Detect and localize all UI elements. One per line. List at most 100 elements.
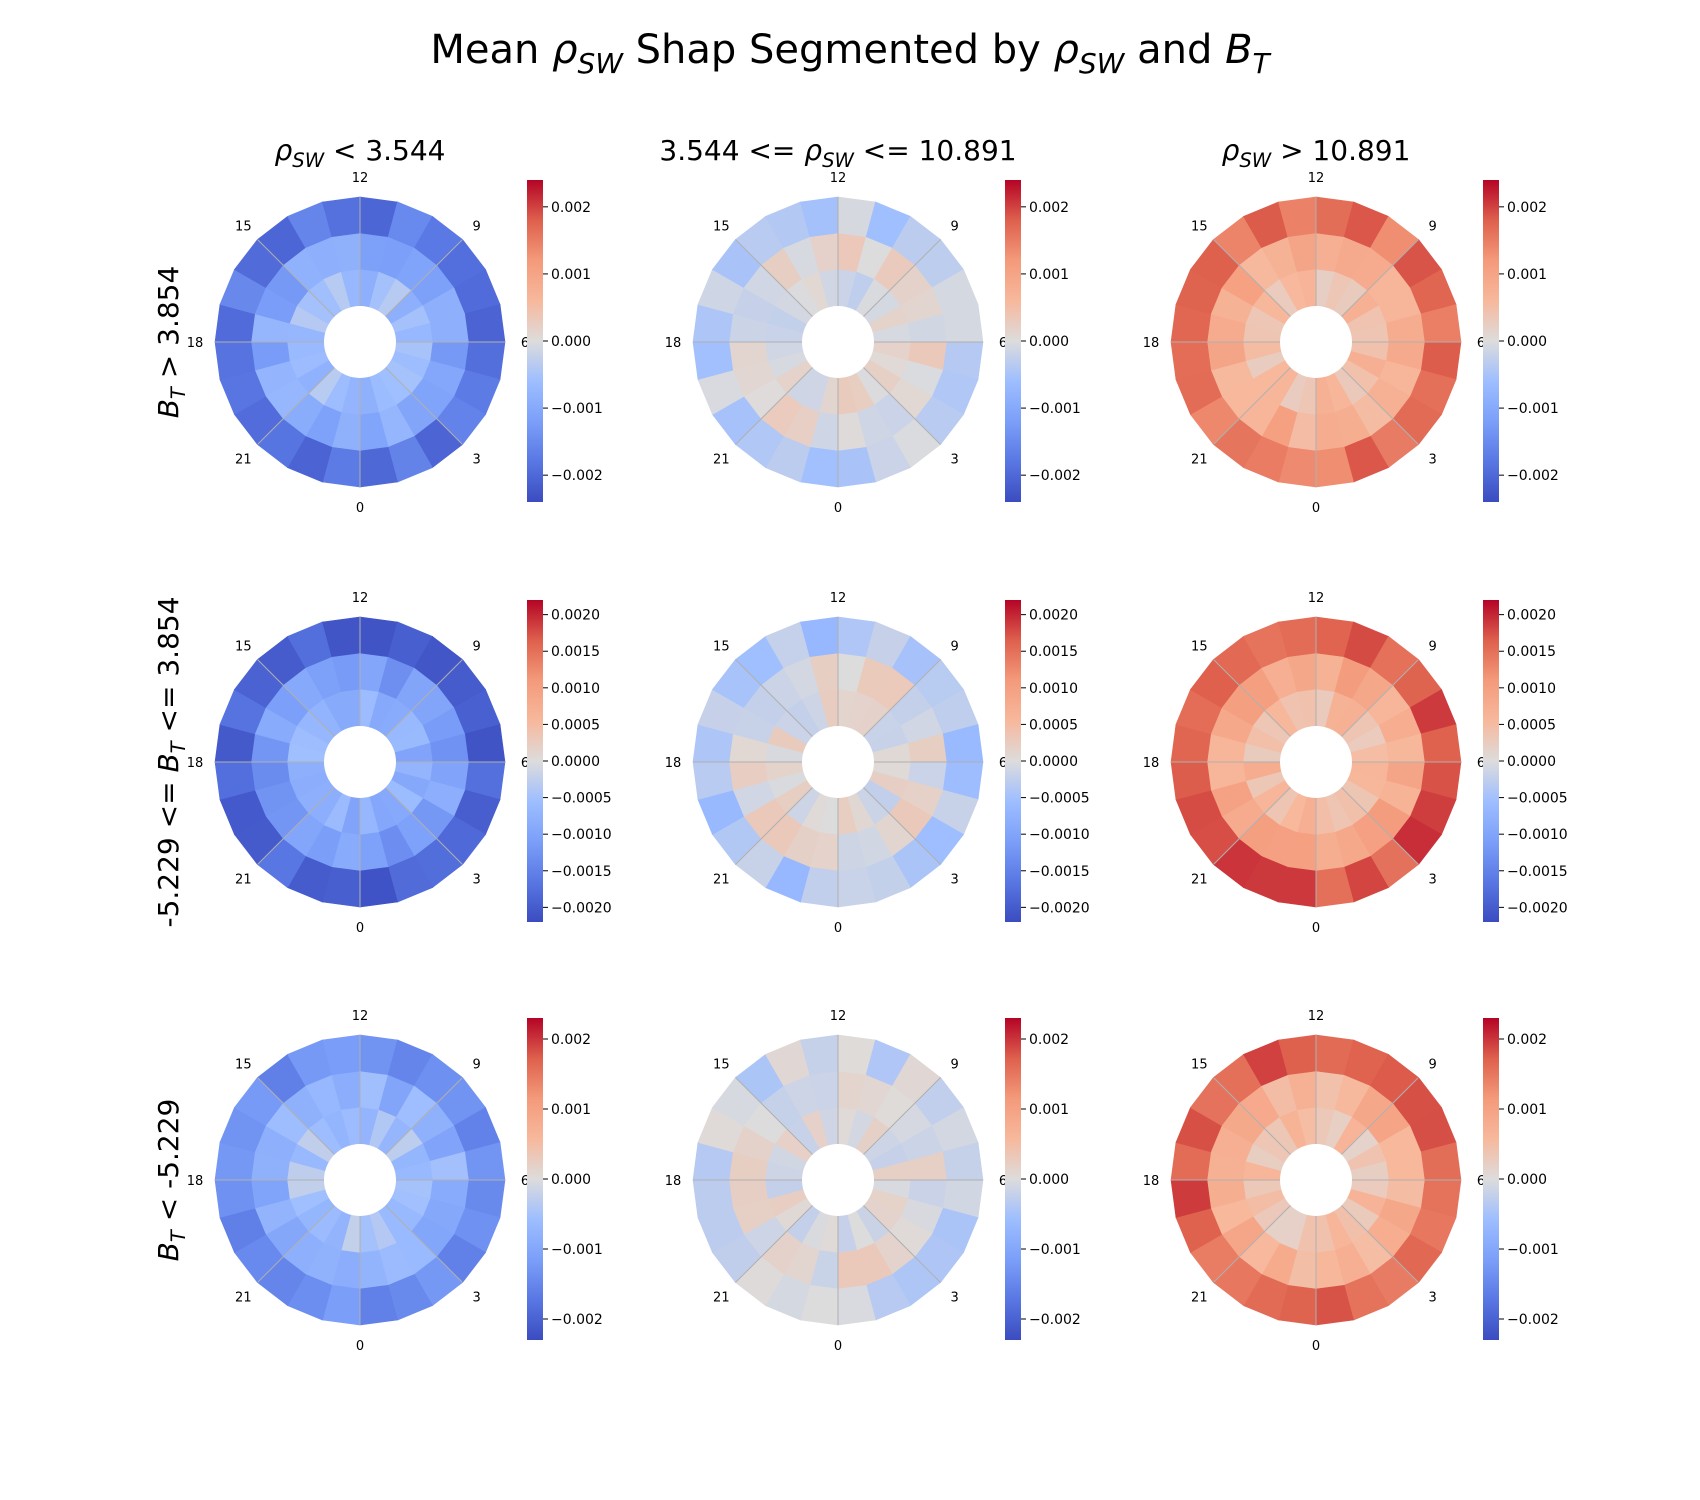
mlt-label: 18 xyxy=(1143,1174,1160,1189)
colorbar-gradient xyxy=(1483,600,1499,922)
panels: 1296302118150.0020.0010.000−0.001−0.0021… xyxy=(187,171,1568,1354)
mlt-label: 3 xyxy=(473,1291,481,1306)
colorbar-tick-label: −0.001 xyxy=(551,1242,603,1258)
mlt-label: 9 xyxy=(1429,219,1437,234)
mlt-label: 6 xyxy=(521,756,529,771)
figure-title: Mean ρSW Shap Segmented by ρSW and BT xyxy=(430,27,1271,80)
mlt-label: 12 xyxy=(1308,591,1325,606)
mlt-label: 18 xyxy=(665,756,682,771)
mlt-label: 15 xyxy=(1191,639,1208,654)
mlt-label: 3 xyxy=(1429,1291,1437,1306)
mlt-label: 21 xyxy=(713,453,730,468)
colorbar-tick-label: 0.0015 xyxy=(551,644,600,660)
colorbar-tick-label: 0.002 xyxy=(551,1032,591,1048)
mlt-label: 9 xyxy=(473,219,481,234)
mlt-label: 3 xyxy=(951,873,959,888)
colorbar-tick-label: 0.001 xyxy=(551,1102,591,1118)
mlt-label: 12 xyxy=(830,1009,847,1024)
panel-r3-c1: 12 9 6 3 0 21 18 15 0.002 0.001 0.000 −0.001 −0.002 xyxy=(187,1009,603,1354)
panel-r1-c1: 12 9 6 3 0 21 18 15 0.002 0.001 0.000 −0.001 −0.002 xyxy=(187,171,603,516)
colorbar-tick-label: 0.0010 xyxy=(1029,681,1078,697)
colorbar-tick-label: −0.0010 xyxy=(551,827,612,843)
colorbar-tick-label: 0.0020 xyxy=(1507,608,1556,624)
mlt-label: 9 xyxy=(473,1057,481,1072)
mlt-label: 21 xyxy=(235,1291,252,1306)
colorbar-tick-label: 0.000 xyxy=(1029,1172,1069,1188)
mlt-label: 9 xyxy=(951,219,959,234)
row-label-1: BT > 3.854 xyxy=(152,266,190,419)
colorbar-gradient xyxy=(1483,180,1499,502)
colorbar-tick-label: 0.0010 xyxy=(551,681,600,697)
mlt-label: 6 xyxy=(1477,756,1485,771)
mlt-label: 12 xyxy=(1308,1009,1325,1024)
mlt-label: 15 xyxy=(713,219,730,234)
mlt-label: 3 xyxy=(1429,453,1437,468)
mlt-label: 3 xyxy=(473,453,481,468)
mlt-label: 0 xyxy=(1312,921,1320,936)
mlt-label: 21 xyxy=(1191,1291,1208,1306)
colorbar-tick-label: 0.0020 xyxy=(1029,608,1078,624)
colorbar-tick-label: 0.000 xyxy=(1029,334,1069,350)
colorbar-tick-label: −0.002 xyxy=(551,468,603,484)
colorbar-tick-label: −0.001 xyxy=(1507,401,1559,417)
panel-r3-c2: 12 9 6 3 0 21 18 15 0.002 0.001 0.000 −0.001 −0.002 xyxy=(665,1009,1081,1354)
mlt-label: 18 xyxy=(665,1174,682,1189)
colorbar: 0.002 0.001 0.000 −0.001 −0.002 xyxy=(1483,1018,1559,1340)
mlt-label: 6 xyxy=(1477,1174,1485,1189)
mlt-label: 15 xyxy=(235,639,252,654)
center-hole xyxy=(1280,726,1352,798)
center-hole xyxy=(1280,1144,1352,1216)
row-label-3: BT < -5.229 xyxy=(152,1099,190,1262)
mlt-label: 0 xyxy=(1312,501,1320,516)
colorbar-tick-label: 0.002 xyxy=(1029,1032,1069,1048)
colorbar-tick-label: 0.0020 xyxy=(551,608,600,624)
colorbar-gradient xyxy=(527,180,543,502)
mlt-label: 15 xyxy=(1191,219,1208,234)
colorbar-tick-label: 0.000 xyxy=(1507,334,1547,350)
colorbar-tick-label: −0.001 xyxy=(1029,401,1081,417)
mlt-label: 0 xyxy=(1312,1339,1320,1354)
colorbar-tick-label: −0.0005 xyxy=(1029,791,1090,807)
panel-r3-c3: 12 9 6 3 0 21 18 15 0.002 0.001 0.000 −0.001 −0.002 xyxy=(1143,1009,1559,1354)
colorbar-tick-label: −0.0015 xyxy=(1029,864,1090,880)
colorbar: 0.002 0.001 0.000 −0.001 −0.002 xyxy=(527,1018,603,1340)
colorbar-tick-label: 0.0005 xyxy=(551,717,600,733)
column-title-1: ρSW < 3.544 xyxy=(274,134,445,172)
mlt-label: 15 xyxy=(235,1057,252,1072)
colorbar-tick-label: −0.0010 xyxy=(1029,827,1090,843)
colorbar-gradient xyxy=(1483,1018,1499,1340)
colorbar-gradient xyxy=(527,600,543,922)
colorbar: 0.0020 0.0015 0.0010 0.0005 0.0000 −0.0005 −0.… xyxy=(1005,600,1090,922)
mlt-label: 12 xyxy=(352,591,369,606)
colorbar-tick-label: −0.0010 xyxy=(1507,827,1568,843)
colorbar-tick-label: −0.002 xyxy=(1507,468,1559,484)
colorbar-tick-label: −0.0005 xyxy=(551,791,612,807)
mlt-label: 9 xyxy=(951,639,959,654)
mlt-label: 12 xyxy=(830,591,847,606)
colorbar-gradient xyxy=(1005,1018,1021,1340)
colorbar-tick-label: −0.0005 xyxy=(1507,791,1568,807)
center-hole xyxy=(324,306,396,378)
mlt-label: 12 xyxy=(1308,171,1325,186)
mlt-label: 3 xyxy=(1429,873,1437,888)
colorbar-tick-label: 0.002 xyxy=(551,200,591,216)
colorbar-tick-label: 0.0000 xyxy=(551,754,600,770)
mlt-label: 3 xyxy=(951,453,959,468)
mlt-label: 21 xyxy=(713,873,730,888)
mlt-label: 18 xyxy=(187,1174,204,1189)
center-hole xyxy=(324,1144,396,1216)
mlt-label: 9 xyxy=(473,639,481,654)
mlt-label: 12 xyxy=(830,171,847,186)
mlt-label: 0 xyxy=(834,501,842,516)
mlt-label: 12 xyxy=(352,171,369,186)
colorbar-tick-label: 0.000 xyxy=(551,334,591,350)
mlt-label: 9 xyxy=(1429,639,1437,654)
colorbar-tick-label: −0.001 xyxy=(551,401,603,417)
mlt-label: 6 xyxy=(521,336,529,351)
colorbar-tick-label: 0.001 xyxy=(1029,267,1069,283)
mlt-label: 3 xyxy=(473,873,481,888)
mlt-label: 6 xyxy=(1477,336,1485,351)
mlt-label: 21 xyxy=(1191,453,1208,468)
center-hole xyxy=(802,1144,874,1216)
